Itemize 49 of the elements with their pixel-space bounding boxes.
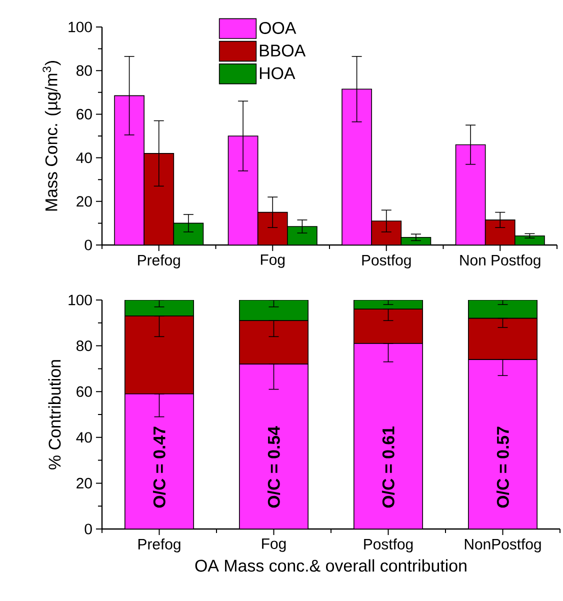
x-tick-label: Prefog [138, 538, 180, 552]
y-tick-label: 20 [76, 478, 92, 488]
y-tick-label: 0 [84, 240, 92, 250]
bar [257, 212, 288, 245]
bar [468, 300, 538, 319]
legend-label: BBOA [260, 44, 306, 57]
bar [371, 220, 402, 245]
x-tick-label: NonPostfog [464, 538, 541, 552]
x-axis-title: OA Mass conc.& overall contribution [195, 559, 466, 572]
bar [173, 222, 204, 245]
x-tick-label: Postfog [364, 538, 413, 552]
x-tick-label: Postfog [362, 254, 411, 268]
bar [114, 95, 144, 245]
x-tick-label: Fog [262, 538, 286, 552]
bar [228, 136, 258, 245]
legend-label: HOA [260, 67, 296, 80]
bar [239, 364, 308, 529]
bar [484, 220, 516, 245]
y-tick-label: 80 [76, 340, 92, 352]
y-tick-label: 20 [76, 196, 92, 207]
bar [287, 226, 318, 245]
y-axis-title: % Contribution [48, 360, 61, 470]
x-tick-label: Prefog [138, 254, 180, 268]
y-tick-label: 60 [76, 386, 92, 397]
y-tick-label: 60 [76, 108, 92, 120]
bar [124, 300, 194, 316]
bar [354, 300, 424, 310]
bar [124, 393, 194, 529]
y-tick-label: 80 [76, 65, 92, 76]
annotation: O/C = 0.47 [152, 426, 166, 508]
bar [455, 144, 486, 245]
y-axis-title: Mass Conc. (µg/m$^{3}$) [42, 61, 61, 211]
y-tick-label: 100 [68, 22, 92, 32]
annotation: O/C = 0.61 [382, 426, 395, 508]
y-tick-label: 40 [76, 432, 92, 443]
legend-label: OOA [259, 22, 296, 34]
y-tick-label: 0 [84, 524, 92, 534]
bar [342, 88, 372, 245]
bar [144, 153, 174, 245]
y-tick-label: 100 [68, 294, 92, 306]
bar [468, 359, 538, 529]
y-tick-label: 40 [76, 152, 92, 164]
annotation: O/C = 0.54 [267, 426, 280, 508]
bar [239, 300, 308, 322]
annotation: O/C = 0.57 [496, 426, 510, 508]
bar [354, 343, 424, 529]
bar [514, 235, 545, 245]
x-tick-label: Non Postfog [460, 254, 540, 268]
x-tick-label: Fog [260, 254, 285, 268]
